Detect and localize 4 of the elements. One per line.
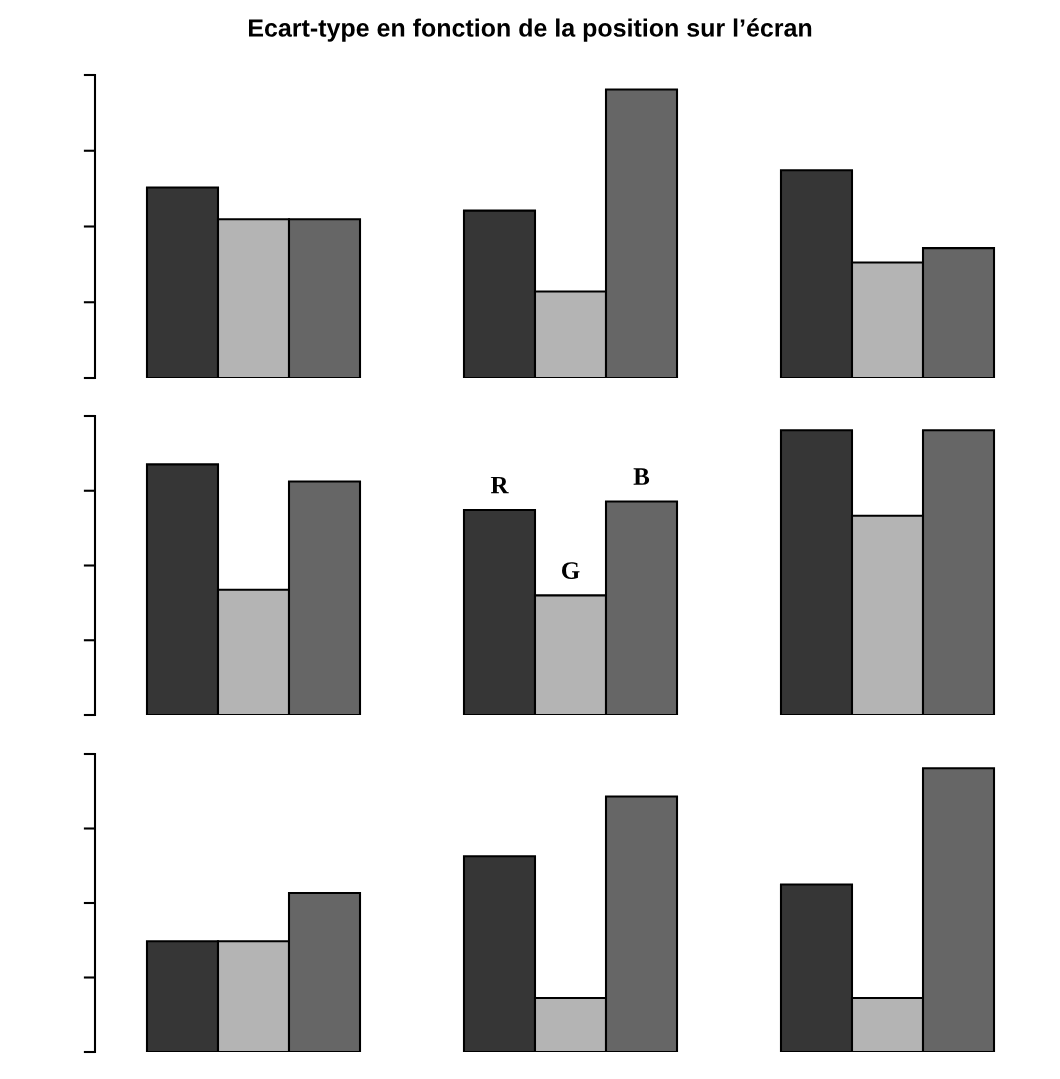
chart-title: Ecart-type en fonction de la position sur l’écran	[249, 18, 812, 42]
series-label: B	[633, 468, 650, 485]
series-label: G	[562, 562, 580, 579]
series-label: R	[490, 476, 509, 494]
